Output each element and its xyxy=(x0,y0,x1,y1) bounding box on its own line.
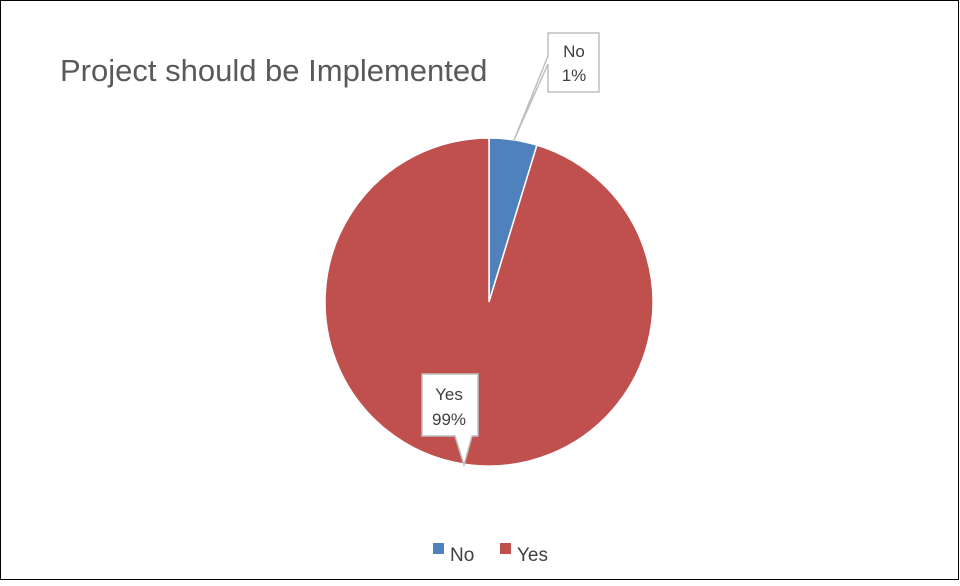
legend-label-yes: Yes xyxy=(517,545,548,566)
legend: No Yes xyxy=(433,543,548,566)
data-label-yes-callout xyxy=(421,373,479,468)
data-label-no-category: No xyxy=(563,42,585,61)
pie-slices xyxy=(324,137,654,467)
data-label-yes-category: Yes xyxy=(435,385,463,404)
data-label-yes-value: 99% xyxy=(432,410,466,429)
legend-label-no: No xyxy=(450,545,474,566)
chart-title: Project should be Implemented xyxy=(60,53,487,88)
data-label-no: No 1% xyxy=(513,32,600,141)
data-label-no-value: 1% xyxy=(562,66,587,85)
legend-swatch-no xyxy=(433,543,444,554)
pie-slice-yes xyxy=(324,137,654,467)
legend-swatch-yes xyxy=(500,543,511,554)
data-label-no-callout xyxy=(513,32,600,141)
data-label-yes: Yes 99% xyxy=(421,373,479,468)
